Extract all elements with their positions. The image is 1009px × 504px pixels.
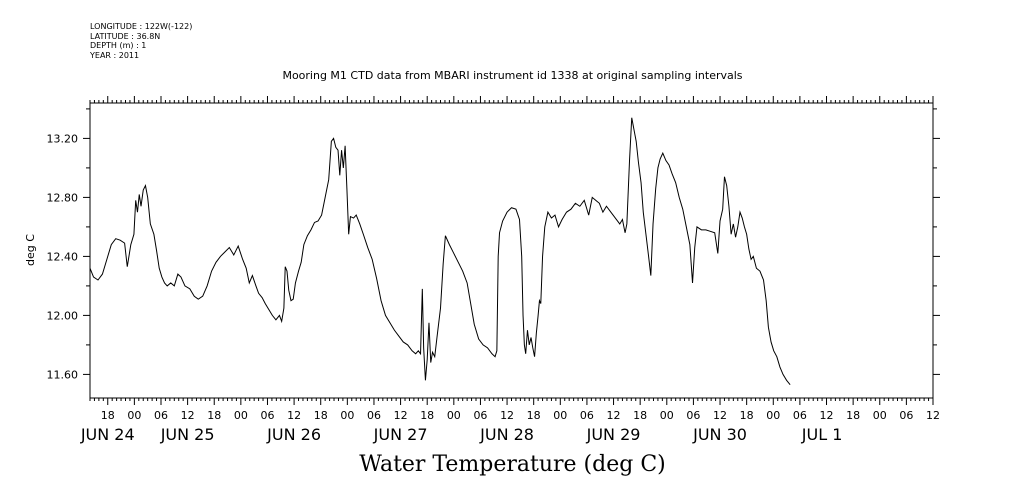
x-tick-label: 00 — [553, 409, 567, 422]
x-tick-label: 06 — [793, 409, 807, 422]
x-tick-label: 06 — [580, 409, 594, 422]
x-tick-label: 06 — [899, 409, 913, 422]
x-day-label: JUN 24 — [80, 425, 135, 444]
x-tick-label: 00 — [766, 409, 780, 422]
x-tick-label: 18 — [846, 409, 860, 422]
x-day-label: JUN 30 — [692, 425, 747, 444]
meta-latitude: LATITUDE : 36.8N — [90, 31, 161, 41]
meta-depth: DEPTH (m) : 1 — [90, 41, 147, 50]
x-tick-label: 12 — [287, 409, 301, 422]
x-tick-label: 12 — [394, 409, 408, 422]
x-tick-label: 00 — [447, 409, 461, 422]
x-tick-label: 18 — [740, 409, 754, 422]
x-tick-label: 12 — [607, 409, 621, 422]
meta-year: YEAR : 2011 — [90, 50, 140, 60]
x-tick-label: 06 — [686, 409, 700, 422]
x-day-label: JUN 28 — [479, 425, 534, 444]
y-axis: 11.60 12.00 12.40 12.80 13.20 — [47, 108, 940, 381]
chart-metadata: LONGITUDE : 122W(-122) LATITUDE : 36.8N … — [90, 22, 192, 60]
x-day-label: JUN 25 — [160, 425, 215, 444]
x-tick-label: 18 — [527, 409, 541, 422]
x-axis-label: Water Temperature (deg C) — [359, 452, 666, 477]
y-tick-label: 12.00 — [47, 309, 79, 322]
x-day-label: JUL 1 — [801, 425, 843, 444]
x-tick-label: 00 — [660, 409, 674, 422]
x-tick-label: 00 — [340, 409, 354, 422]
x-axis: 18 00 06 12 18 00 06 12 18 00 06 12 18 00 06 12 18 00 06 12… — [80, 96, 940, 444]
x-day-label: JUN 26 — [266, 425, 321, 444]
x-tick-label: 06 — [473, 409, 487, 422]
x-tick-label: 06 — [260, 409, 274, 422]
x-day-label: JUN 29 — [586, 425, 641, 444]
x-tick-label: 18 — [314, 409, 328, 422]
y-axis-label: deg C — [24, 234, 37, 266]
x-tick-label: 12 — [500, 409, 514, 422]
y-tick-label: 11.60 — [47, 368, 79, 381]
x-tick-label: 00 — [234, 409, 248, 422]
x-tick-label: 12 — [713, 409, 727, 422]
plot-frame — [89, 102, 934, 399]
x-tick-label: 00 — [127, 409, 141, 422]
x-tick-label: 18 — [207, 409, 221, 422]
chart-title: Mooring M1 CTD data from MBARI instrumen… — [282, 69, 743, 82]
x-tick-label: 12 — [926, 409, 940, 422]
series-line-water-temperature — [89, 117, 791, 386]
y-tick-label: 12.80 — [47, 191, 79, 204]
x-tick-label: 18 — [101, 409, 115, 422]
meta-longitude: LONGITUDE : 122W(-122) — [90, 22, 193, 31]
x-tick-label: 06 — [154, 409, 168, 422]
x-tick-label: 06 — [367, 409, 381, 422]
x-day-label: JUN 27 — [373, 425, 428, 444]
x-tick-label: 18 — [633, 409, 647, 422]
y-tick-label: 12.40 — [47, 250, 79, 263]
x-tick-label: 00 — [873, 409, 887, 422]
y-tick-label: 13.20 — [47, 132, 79, 145]
x-tick-label: 12 — [820, 409, 834, 422]
x-tick-label: 18 — [420, 409, 434, 422]
x-tick-label: 12 — [181, 409, 195, 422]
